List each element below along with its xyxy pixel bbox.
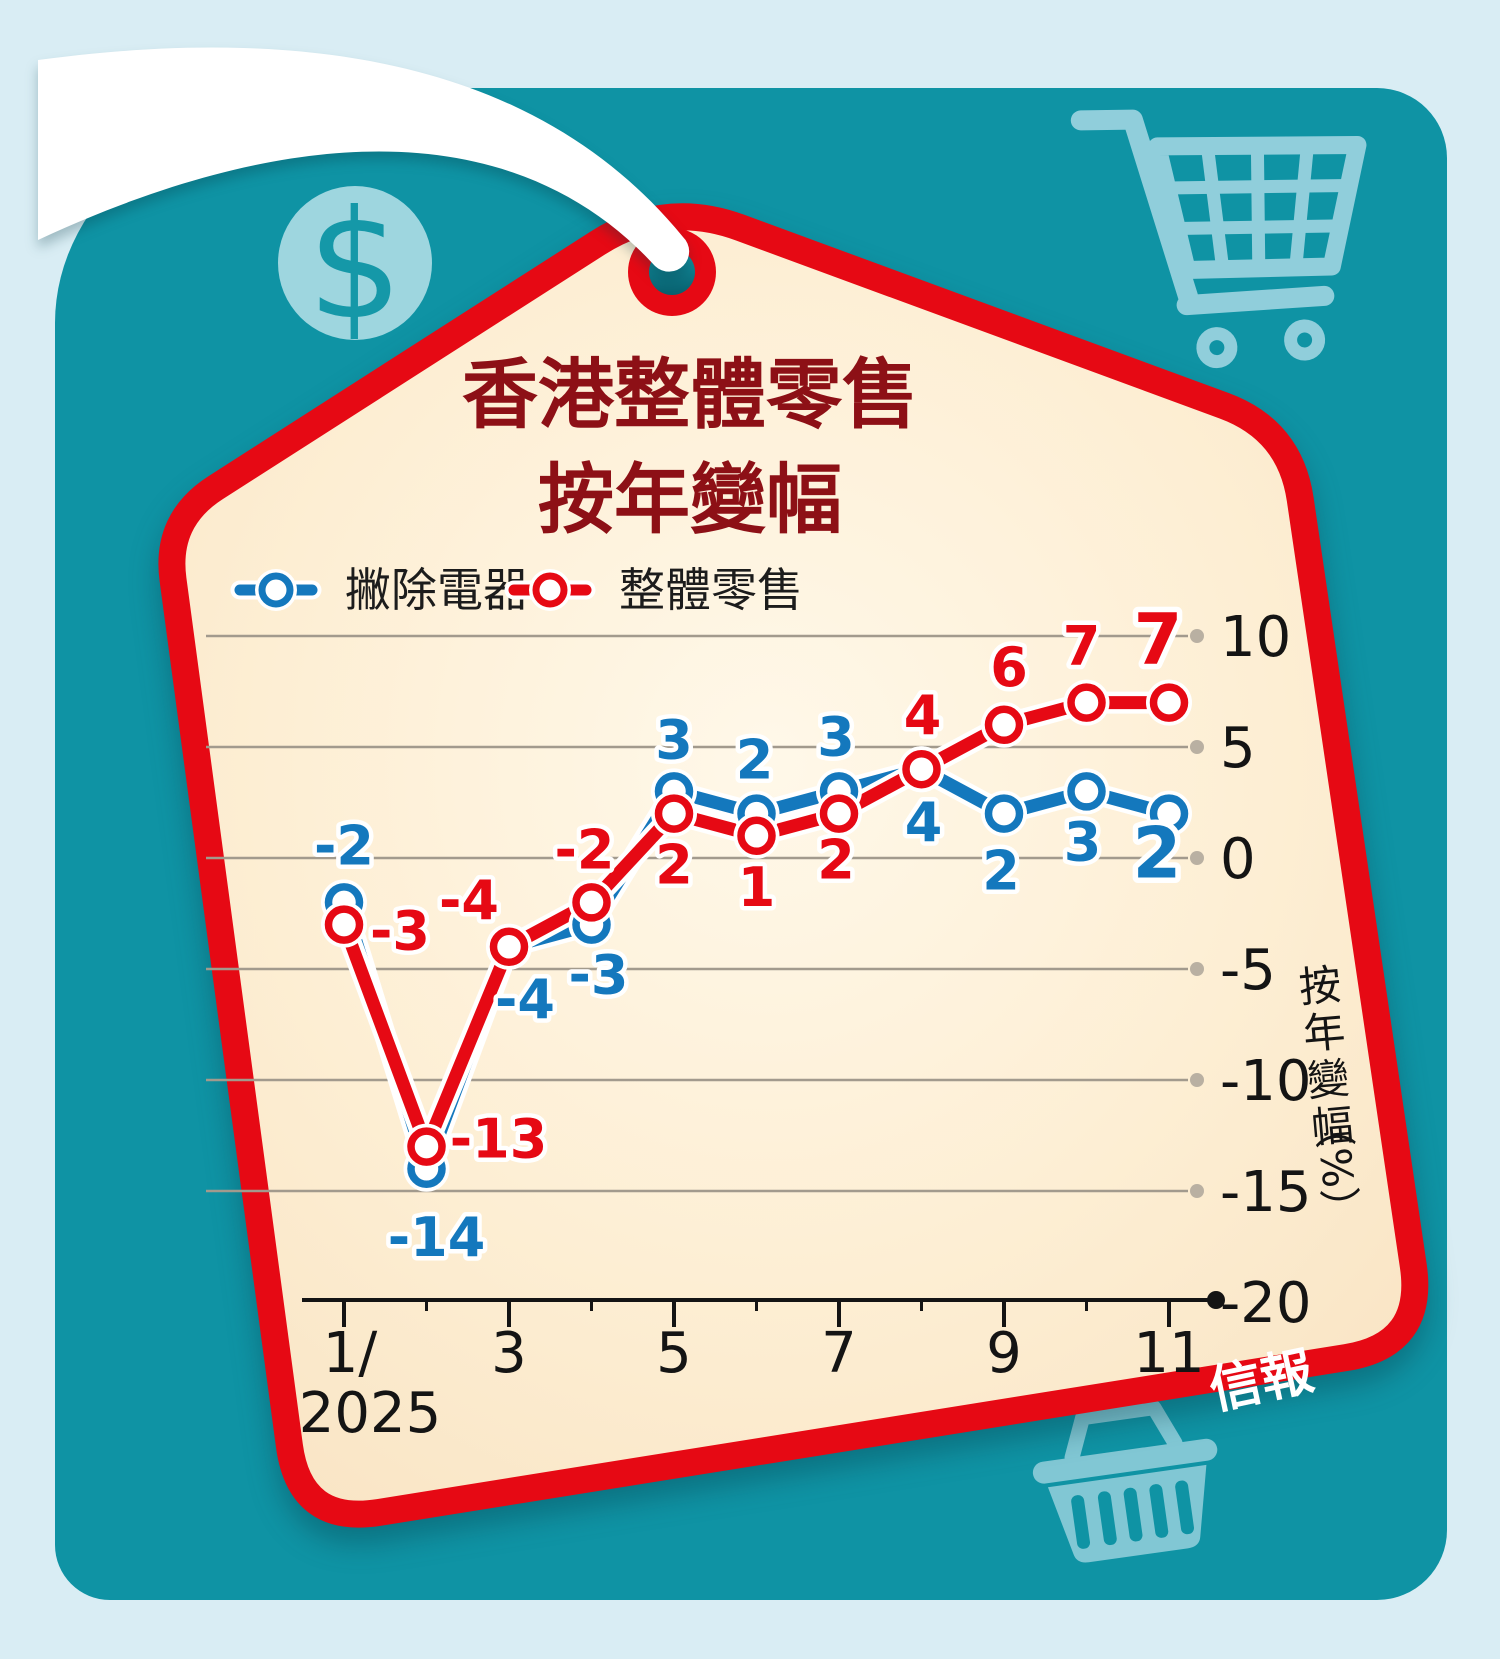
data-point [407, 1127, 446, 1166]
gridline-end-dot [1190, 1184, 1204, 1198]
legend-label: 撇除電器 [345, 563, 529, 617]
data-point [1067, 772, 1106, 811]
y-axis-title-unit: （%） [1307, 1104, 1367, 1232]
x-tick-label: 1/ [323, 1321, 378, 1386]
value-label: -4 [495, 968, 555, 1031]
gridline-end-dot [1190, 740, 1204, 754]
value-label: 2 [982, 840, 1020, 903]
value-label: -2 [555, 818, 615, 881]
data-point [572, 883, 611, 922]
dollar-badge: $ [278, 179, 432, 353]
data-point [1067, 683, 1106, 722]
data-point [654, 794, 694, 833]
legend-item-overall-retail: 整體零售 [504, 563, 803, 617]
legend-label: 整體零售 [619, 563, 803, 617]
data-point [489, 927, 529, 967]
value-label: -4 [439, 869, 499, 932]
data-point [984, 794, 1024, 833]
gridline-end-dot [1190, 1073, 1204, 1087]
value-label: -2 [314, 814, 374, 877]
basket-rim [1032, 1438, 1218, 1484]
x-tick-label: 5 [656, 1321, 692, 1386]
value-label: -3 [569, 944, 629, 1007]
value-label: 2 [655, 834, 693, 897]
x-tick-label: 7 [821, 1321, 857, 1386]
cart-handle [1070, 109, 1199, 308]
value-label: 2 [736, 729, 774, 792]
cart-wheel-left [1196, 327, 1238, 369]
data-point [1149, 794, 1189, 833]
data-point [737, 816, 776, 856]
value-label: 4 [904, 684, 942, 747]
y-tick-label: -20 [1220, 1271, 1311, 1336]
value-label: 3 [817, 705, 855, 768]
value-label: 2 [1133, 813, 1182, 895]
data-point [324, 905, 364, 944]
legend: 撇除電器 整體零售 [230, 563, 803, 617]
y-tick-label: 5 [1220, 716, 1256, 781]
y-tick-label: -15 [1220, 1160, 1311, 1225]
x-tick-label: 11 [1133, 1321, 1204, 1386]
gridline-end-dot [1190, 851, 1204, 865]
y-axis-title-char: 幅 [1309, 1100, 1355, 1152]
value-label: 1 [738, 856, 776, 919]
gridline-end-dot [1190, 962, 1204, 976]
x-tick-label: 3 [491, 1321, 527, 1386]
y-axis-title-char: 年 [1301, 1007, 1347, 1059]
basket-handle [1064, 1400, 1183, 1466]
gridline-end-dot [1190, 629, 1204, 643]
x-axis-end-dot [1207, 1291, 1225, 1309]
cart-basket-hlines [1160, 178, 1356, 236]
cart-basket-vlines [1200, 139, 1314, 276]
data-point [902, 749, 941, 789]
dollar-icon: $ [307, 179, 402, 353]
cart-icon [1070, 109, 1367, 369]
title-line2: 按年變幅 [538, 455, 842, 544]
dollar-badge-circle [278, 186, 432, 340]
value-label: -3 [370, 900, 430, 963]
y-tick-label: 0 [1220, 827, 1256, 892]
value-label: 7 [1063, 615, 1101, 678]
value-label: 3 [655, 708, 693, 771]
value-label: -14 [388, 1206, 486, 1269]
y-tick-label: 10 [1220, 605, 1291, 670]
value-label: -13 [450, 1108, 548, 1171]
y-tick-label: -10 [1220, 1049, 1311, 1114]
cart-tray [1176, 285, 1335, 316]
value-label: 6 [990, 636, 1028, 699]
basket-slats [1071, 1480, 1194, 1549]
price-tag-outline [158, 203, 1429, 1528]
value-label: 2 [817, 829, 855, 892]
y-tick-label: -5 [1220, 938, 1276, 1003]
y-axis-title: 按年變幅（%） [1297, 960, 1367, 1232]
string [38, 47, 690, 272]
y-axis-title-char: 變 [1305, 1053, 1351, 1105]
legend-marker-dot [258, 572, 294, 608]
basket-icon [1032, 1400, 1218, 1563]
legend-item-ex-electronics: 撇除電器 [230, 563, 529, 617]
x-tick-label: 9 [986, 1321, 1022, 1386]
cart-wheel-right [1284, 319, 1326, 361]
x-axis-year-label: 2025 [299, 1381, 442, 1446]
value-label: 4 [905, 791, 943, 854]
data-point [819, 794, 859, 833]
title-line1: 香港整體零售 [462, 350, 918, 439]
chart-area: -2-14-4 -33 2 342 3 2-3-13-4-2 2 1 246 7 7 1050-5-1… [206, 593, 1367, 1446]
legend-marker-dot [532, 572, 568, 608]
value-label: 7 [1134, 599, 1183, 681]
y-axis-title-char: 按 [1297, 960, 1343, 1012]
price-tag [158, 203, 1429, 1528]
data-point [984, 705, 1024, 745]
value-label: 3 [1064, 810, 1102, 873]
data-point [1149, 683, 1189, 722]
